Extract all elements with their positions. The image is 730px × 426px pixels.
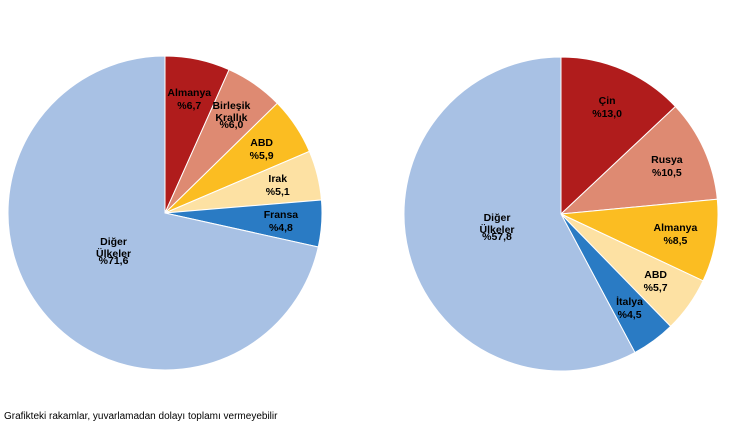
slice-label: Çin — [598, 95, 616, 108]
pie-slice — [403, 56, 636, 372]
slice-value: %71,6 — [98, 255, 129, 268]
slice-value: %57,8 — [482, 230, 512, 243]
slice-label: Fransa — [263, 208, 299, 221]
slice-value: %6,0 — [219, 118, 244, 131]
slice-value: %5,1 — [265, 186, 290, 199]
footnote: Grafikteki rakamlar, yuvarlamadan dolayı… — [4, 411, 278, 422]
slice-value: %5,7 — [643, 282, 668, 295]
pie-slice — [7, 55, 319, 371]
slice-label: Irak — [268, 173, 288, 186]
pie-slice — [560, 56, 677, 216]
slice-label: İtalya — [616, 295, 643, 308]
slice-label: ABD — [644, 269, 667, 282]
slice-label: Diğer Ülkeler — [479, 211, 515, 236]
slice-label: ABD — [250, 136, 273, 149]
pie-slice — [559, 105, 718, 215]
slice-value: %13,0 — [592, 108, 623, 121]
slice-label: Almanya — [167, 87, 212, 100]
slice-value: %5,9 — [249, 149, 274, 162]
slice-label: Birleşik Krallık — [212, 99, 251, 124]
slice-label: Rusya — [651, 154, 683, 167]
pie-slice — [559, 198, 719, 282]
slice-value: %8,5 — [663, 234, 688, 247]
slice-value: %4,5 — [617, 308, 642, 321]
slice-label: Diğer Ülkeler — [96, 236, 132, 261]
slice-label: Almanya — [653, 221, 698, 234]
slice-value: %6,7 — [177, 100, 202, 113]
slice-value: %4,8 — [268, 221, 293, 234]
slice-value: %10,5 — [651, 167, 682, 180]
